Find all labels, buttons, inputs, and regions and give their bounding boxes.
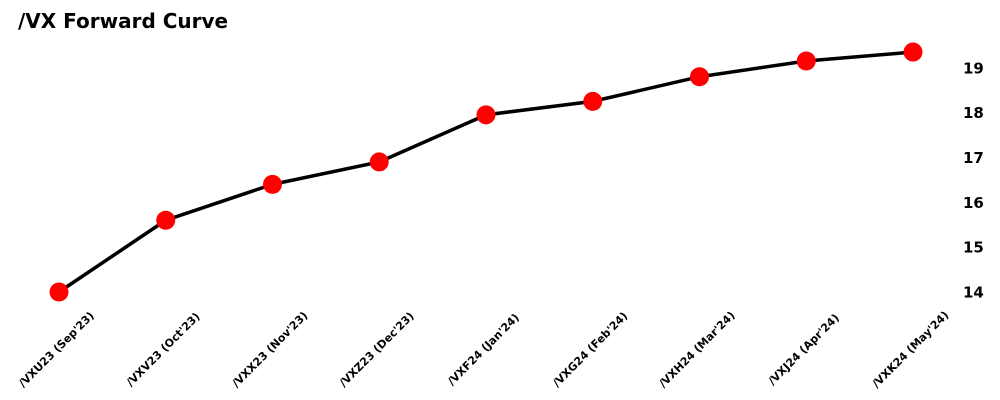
data-point-marker [690, 67, 709, 87]
x-tick-label: /VXX23 (Nov'23) [230, 309, 311, 390]
x-tick-label: /VXV23 (Oct'23) [124, 310, 203, 389]
data-point-marker [796, 51, 816, 71]
x-tick-label: /VXF24 (Jan'24) [445, 311, 522, 388]
x-tick-label: /VXK24 (May'24) [870, 309, 952, 391]
y-tick-label: 16 [963, 194, 984, 212]
data-point-marker [476, 105, 496, 125]
data-point-marker [903, 42, 923, 62]
x-tick-label: /VXG24 (Feb'24) [550, 309, 630, 389]
curve-line [58, 50, 914, 294]
chart-title: /VX Forward Curve [18, 9, 229, 33]
y-tick-label: 17 [963, 149, 984, 167]
data-point-marker [49, 282, 69, 302]
y-tick-label: 14 [963, 284, 984, 302]
y-tick-label: 18 [963, 104, 984, 122]
y-tick-label: 19 [963, 59, 984, 77]
x-tick-label: /VXZ23 (Dec'23) [337, 310, 417, 390]
data-point-marker [263, 174, 282, 194]
y-tick-label: 15 [963, 239, 984, 257]
x-tick-label: /VXJ24 (Apr'24) [766, 311, 842, 387]
x-tick-label: /VXU23 (Sep'23) [16, 309, 97, 390]
x-tick-label: /VXH24 (Mar'24) [656, 309, 737, 390]
data-point-marker [583, 91, 603, 111]
data-point-marker [156, 210, 176, 230]
data-point-marker [369, 152, 389, 172]
